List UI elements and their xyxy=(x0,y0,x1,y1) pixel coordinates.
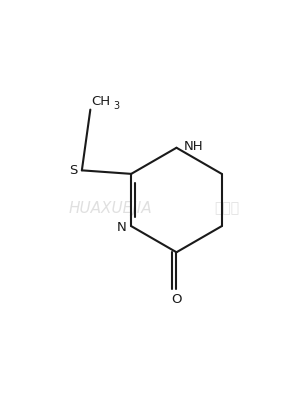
Text: CH: CH xyxy=(92,95,111,108)
Text: N: N xyxy=(117,221,127,234)
Text: HUAXUEJIA: HUAXUEJIA xyxy=(68,201,152,216)
Text: O: O xyxy=(171,293,182,306)
Text: 化学加: 化学加 xyxy=(215,202,240,216)
Text: NH: NH xyxy=(183,140,203,153)
Text: 3: 3 xyxy=(113,101,119,111)
Text: S: S xyxy=(69,164,78,177)
